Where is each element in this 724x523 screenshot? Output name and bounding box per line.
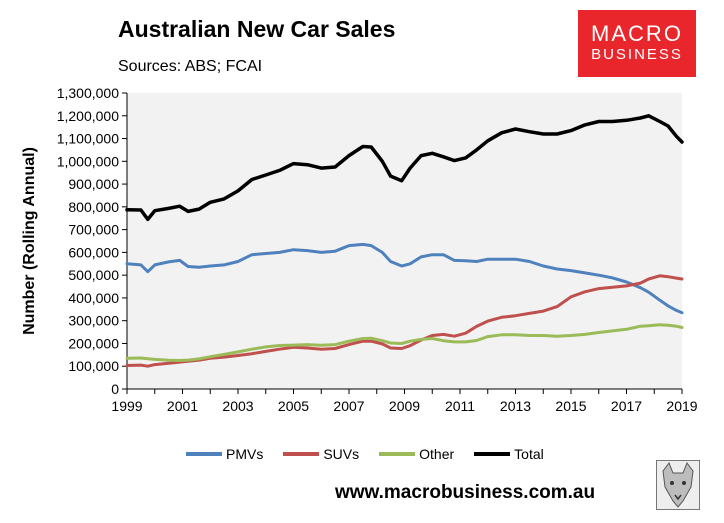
y-tick-label: 800,000 — [68, 199, 119, 215]
y-tick-label: 200,000 — [68, 335, 119, 351]
x-tick-label: 2019 — [666, 398, 697, 414]
x-tick-label: 2009 — [389, 398, 420, 414]
x-tick-label: 2003 — [222, 398, 253, 414]
x-tick-label: 2005 — [278, 398, 309, 414]
y-tick-label: 1,100,000 — [57, 131, 119, 147]
x-tick-label: 2001 — [167, 398, 198, 414]
legend-label-total: Total — [514, 446, 544, 462]
y-tick-label: 1,000,000 — [57, 153, 119, 169]
logo-line-2: BUSINESS — [591, 46, 683, 63]
x-tick-label: 2013 — [500, 398, 531, 414]
y-tick-label: 700,000 — [68, 222, 119, 238]
wolf-logo-icon — [656, 460, 700, 510]
y-tick-label: 900,000 — [68, 176, 119, 192]
x-tick-label: 2011 — [445, 398, 475, 414]
legend-item-total: Total — [474, 446, 544, 462]
x-tick-label: 2015 — [555, 398, 586, 414]
legend-item-suvs: SUVs — [283, 446, 359, 462]
chart-legend: PMVs SUVs Other Total — [186, 446, 564, 462]
series-line-other — [125, 323, 684, 362]
chart-title: Australian New Car Sales — [118, 16, 396, 42]
chart-subtitle: Sources: ABS; FCAI — [118, 58, 263, 75]
logo-line-1: MACRO — [591, 21, 683, 46]
legend-item-pmvs: PMVs — [186, 446, 263, 462]
x-tick-label: 2007 — [333, 398, 364, 414]
series-line-suvs — [125, 274, 684, 368]
legend-swatch-suvs — [283, 452, 320, 456]
legend-swatch-pmvs — [186, 452, 222, 456]
macrobusiness-logo: MACRO BUSINESS — [578, 10, 696, 77]
x-tick-label: 2017 — [611, 398, 642, 414]
legend-label-suvs: SUVs — [323, 446, 360, 462]
y-tick-label: 400,000 — [68, 290, 119, 306]
plot-area — [127, 93, 682, 389]
website-url: www.macrobusiness.com.au — [335, 482, 596, 503]
series-line-total — [125, 114, 684, 222]
y-tick-label: 600,000 — [68, 244, 119, 260]
y-tick-label: 300,000 — [68, 313, 119, 329]
series-line-pmvs — [125, 242, 684, 315]
x-tick-label: 1999 — [111, 398, 142, 414]
legend-item-other: Other — [379, 446, 454, 462]
y-tick-label: 1,200,000 — [57, 108, 119, 124]
y-tick-label: 0 — [111, 381, 119, 397]
legend-swatch-other — [379, 452, 416, 456]
legend-label-other: Other — [419, 446, 455, 462]
y-tick-label: 100,000 — [68, 358, 119, 374]
legend-swatch-total — [474, 452, 511, 456]
legend-label-pmvs: PMVs — [226, 446, 264, 462]
y-tick-label: 1,300,000 — [57, 85, 119, 101]
y-tick-label: 500,000 — [68, 267, 119, 283]
